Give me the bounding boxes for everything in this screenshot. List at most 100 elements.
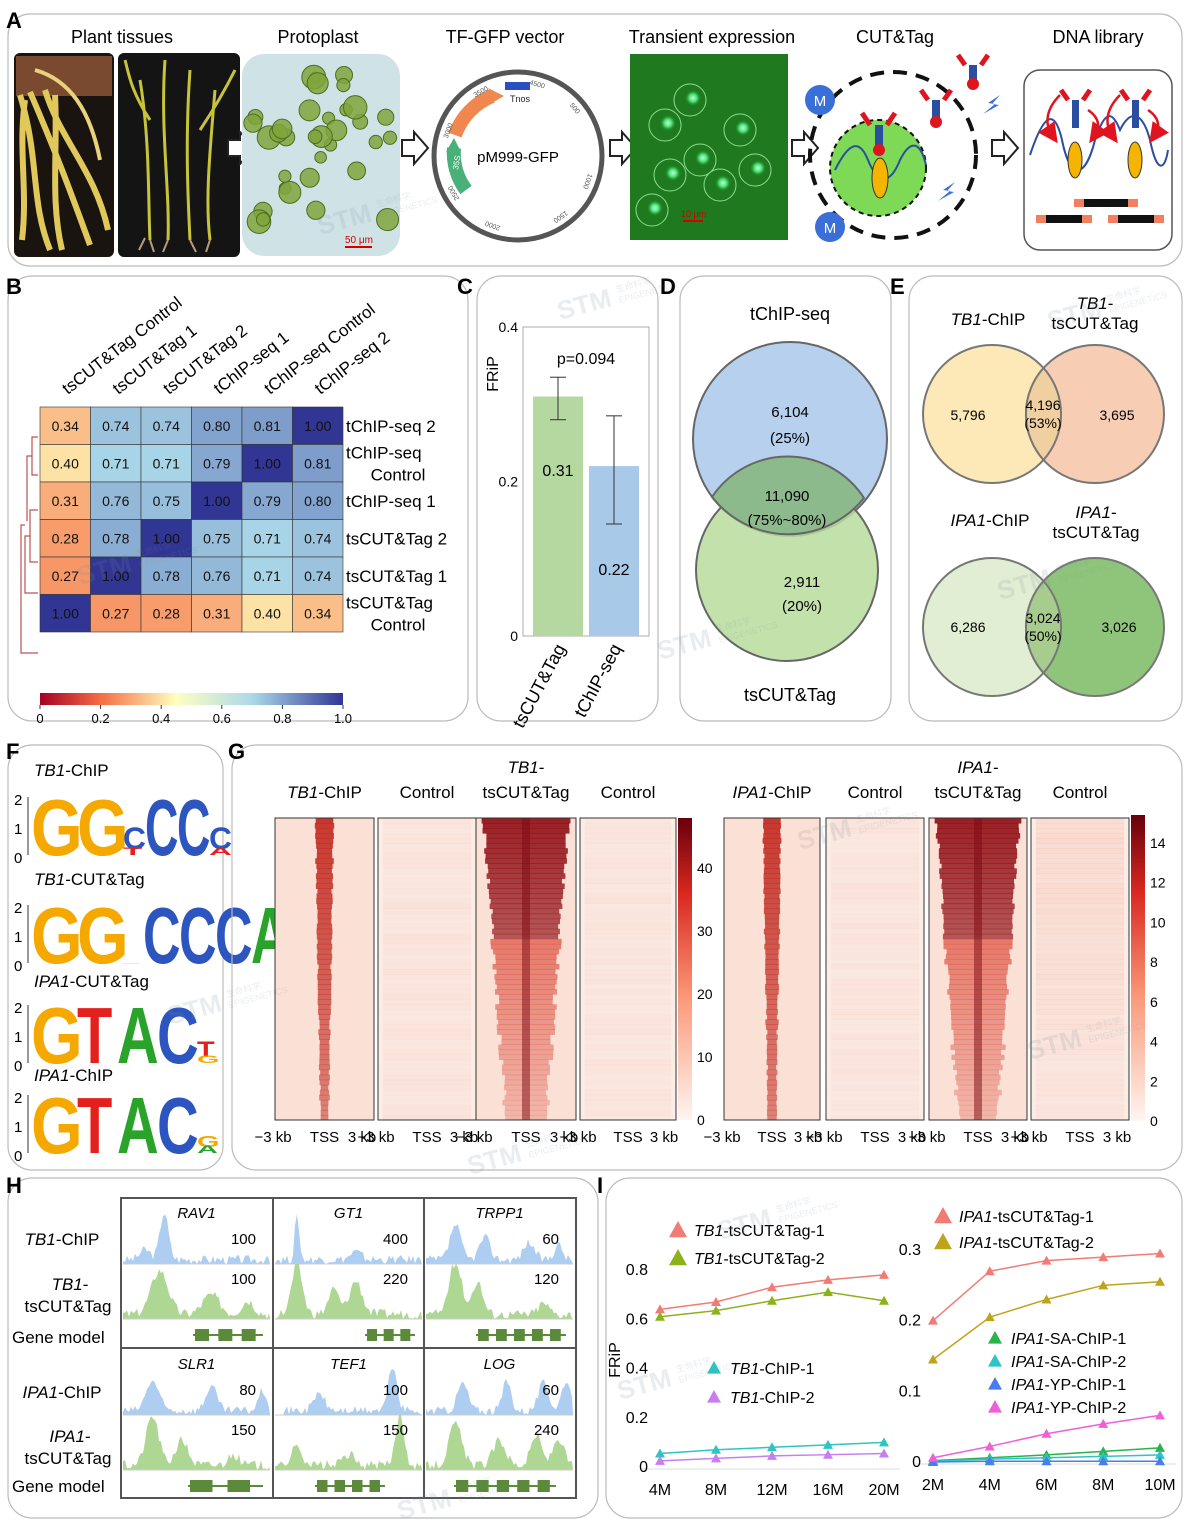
- x-tick-label: 4M: [649, 1482, 671, 1499]
- protoplast-cell: [299, 167, 320, 188]
- data-point: [1041, 1294, 1052, 1304]
- gene-name: TRPP1: [475, 1205, 523, 1222]
- data-point: [823, 1287, 833, 1297]
- legend-label: TB1-ChIP-1: [730, 1361, 815, 1378]
- protoplast-cell: [314, 151, 327, 164]
- coverage-track: [426, 1420, 573, 1470]
- motif-title: TB1-CUT&Tag: [34, 870, 145, 889]
- vector-tick-label: 1500: [552, 209, 569, 224]
- data-point: [984, 1456, 995, 1466]
- x-tick-label: tsCUT&Tag: [509, 640, 570, 731]
- data-point: [1155, 1449, 1165, 1459]
- matrix-cell-value: 0.31: [52, 493, 79, 509]
- gene-model: [454, 1480, 556, 1492]
- matrix-row-label: tChIP-seq 2: [346, 417, 436, 436]
- data-point: [655, 1455, 665, 1465]
- panel-letter-h: H: [6, 1173, 22, 1198]
- legend-marker: [707, 1390, 721, 1403]
- data-point: [711, 1444, 721, 1454]
- x-tick-label: 3 kb: [1001, 1129, 1029, 1146]
- heatmap-title: TB1-: [508, 758, 545, 777]
- bead-icon: [815, 212, 845, 242]
- data-point: [879, 1269, 889, 1279]
- matrix-cell: [191, 481, 243, 520]
- track-label: IPA1-ChIP: [22, 1383, 101, 1402]
- bar-value-label: 0.31: [542, 463, 573, 480]
- bead-icon: [805, 85, 835, 115]
- motif-letter: C: [215, 892, 253, 981]
- motif-letter: _: [122, 960, 140, 964]
- matrix-cell: [90, 406, 142, 445]
- matrix-cell-value: 0.75: [153, 493, 180, 509]
- data-point: [1098, 1252, 1109, 1262]
- gene-name: RAV1: [177, 1205, 215, 1222]
- x-tick-label: 16M: [812, 1482, 843, 1499]
- panel-i: I FRiP 0 0.2 0.4 0.6 0.8 4M 8M 12M 16M 20M TB1-tsC…: [597, 1173, 1183, 1519]
- heatmap: [579, 817, 677, 1121]
- heatmap-title: tsCUT&Tag: [935, 783, 1022, 802]
- data-point: [655, 1304, 665, 1314]
- motif-y-tick: 1: [14, 929, 22, 946]
- legend-label: IPA1-tsCUT&Tag-1: [959, 1209, 1094, 1226]
- data-point: [1041, 1255, 1052, 1265]
- data-point: [879, 1448, 889, 1458]
- x-tick-label: 8M: [705, 1482, 727, 1499]
- matrix-cell-value: 0.78: [153, 568, 180, 584]
- motif-y-tick: 0: [14, 1148, 22, 1165]
- legend-label: TB1-tsCUT&Tag-2: [694, 1251, 825, 1268]
- arrow-icon: [609, 129, 638, 167]
- matrix-cell-value: 0.28: [52, 530, 79, 546]
- y-tick-label: 0: [912, 1454, 921, 1471]
- track-scale: 80: [239, 1382, 256, 1399]
- venn-label: TB1-: [1077, 294, 1114, 313]
- protoplast-cell: [382, 130, 398, 145]
- protoplast-cell: [368, 134, 383, 150]
- matrix-cell-value: 0.40: [254, 605, 281, 621]
- heatmap-title: tsCUT&Tag: [483, 783, 570, 802]
- matrix-cell: [90, 556, 142, 595]
- track-scale: 150: [383, 1422, 408, 1439]
- x-tick-label: 3 kb: [348, 1129, 376, 1146]
- x-tick-label: 3 kb: [1103, 1129, 1131, 1146]
- motif-y-tick: 1: [14, 821, 22, 838]
- vector-tick-label: 2000: [484, 219, 501, 231]
- data-point: [1098, 1418, 1109, 1428]
- panel-letter-b: B: [6, 274, 22, 299]
- heatmap-title: Control: [1053, 783, 1108, 802]
- matrix-cell-value: 1.00: [203, 493, 230, 509]
- matrix-cell-value: 1.00: [102, 568, 129, 584]
- x-tick-label: 3 kb: [650, 1129, 678, 1146]
- matrix-cell-value: 0.79: [203, 455, 230, 471]
- svg-text:M: M: [824, 220, 837, 237]
- gfp-signal: [665, 165, 681, 181]
- colorbar-tick-label: 30: [697, 923, 713, 939]
- antibody-icon: [955, 53, 991, 90]
- protoplast-cell: [377, 108, 395, 126]
- y-tick-label: 0.2: [499, 474, 519, 490]
- line-chart: 0 0.1 0.2 0.3 2M 4M 6M 8M 10M IPA1-tsCUT&Tag-1 IPA…: [899, 1207, 1176, 1494]
- svg-text:M: M: [814, 93, 827, 110]
- matrix-cell-value: 0.27: [52, 568, 79, 584]
- matrix-cell: [39, 444, 91, 483]
- gfp-signal: [750, 160, 766, 176]
- gene-model: [315, 1480, 385, 1492]
- legend-marker: [934, 1207, 952, 1224]
- data-point: [1155, 1456, 1165, 1466]
- protoplast-cell: [343, 95, 368, 120]
- venn-percent: (50%): [1024, 628, 1061, 644]
- venn-count: 6,104: [771, 404, 809, 421]
- data-point: [879, 1295, 889, 1305]
- step-label-5: CUT&Tag: [856, 27, 934, 47]
- y-axis-label: FRiP: [607, 1342, 624, 1378]
- motif-letter: G: [197, 1053, 219, 1066]
- cell-outline: [673, 83, 707, 117]
- matrix-cell: [90, 519, 142, 558]
- protoplast-cell: [298, 99, 321, 122]
- gene-name: TEF1: [330, 1356, 367, 1373]
- motif-y-tick: 2: [14, 792, 22, 809]
- gene-model: [188, 1480, 263, 1492]
- track-scale: 100: [231, 1271, 256, 1288]
- matrix-cell-value: 0.79: [254, 493, 281, 509]
- data-point: [767, 1295, 777, 1305]
- matrix-cell: [241, 519, 293, 558]
